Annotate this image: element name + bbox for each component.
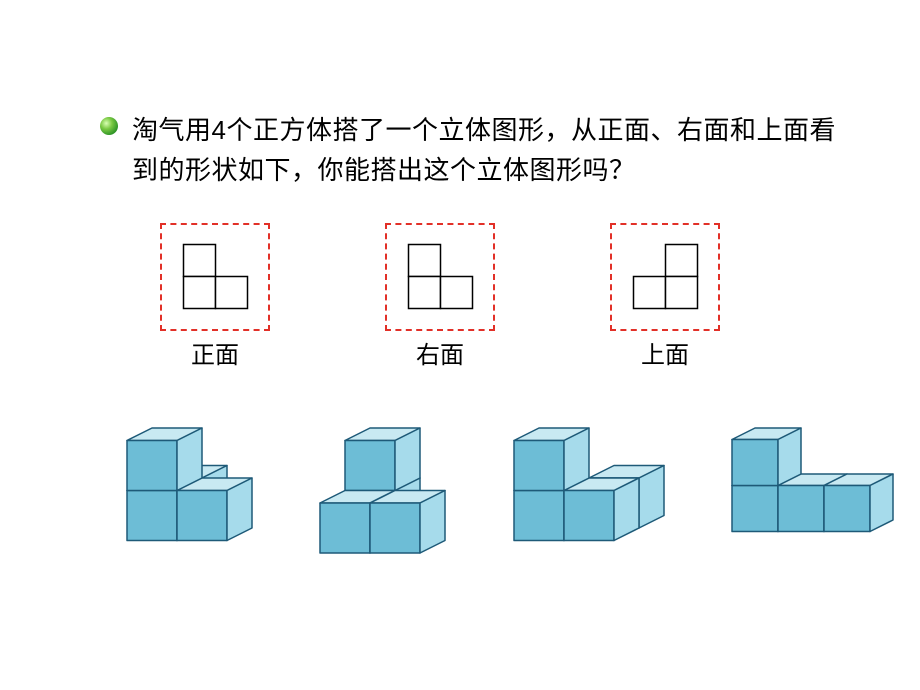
- question-text: 淘气用4个正方体搭了一个立体图形，从正面、右面和上面看到的形状如下，你能搭出这个…: [132, 110, 850, 191]
- view-box-top: [610, 223, 720, 331]
- iso-holder-0: [125, 426, 254, 555]
- iso-figure-0: [125, 426, 254, 543]
- iso-figure-2: [512, 426, 666, 543]
- view-right: 右面: [385, 223, 495, 370]
- bullet-icon: [100, 117, 118, 135]
- view-label-right: 右面: [416, 335, 464, 370]
- iso-holder-1: [318, 426, 447, 555]
- views-row: 正面 右面 上面: [160, 223, 850, 370]
- view-box-right: [385, 223, 495, 331]
- view-front: 正面: [160, 223, 270, 370]
- iso-row: [125, 426, 895, 555]
- iso-figure-1: [318, 426, 447, 555]
- view-top: 上面: [610, 223, 720, 370]
- question-row: 淘气用4个正方体搭了一个立体图形，从正面、右面和上面看到的形状如下，你能搭出这个…: [100, 110, 850, 191]
- view-svg-top: [632, 243, 699, 310]
- view-label-front: 正面: [191, 335, 239, 370]
- view-label-top: 上面: [641, 335, 689, 370]
- view-box-front: [160, 223, 270, 331]
- iso-holder-2: [512, 426, 666, 555]
- view-svg-right: [407, 243, 474, 310]
- iso-holder-3: [730, 426, 895, 555]
- view-svg-front: [182, 243, 249, 310]
- iso-figure-3: [730, 426, 895, 534]
